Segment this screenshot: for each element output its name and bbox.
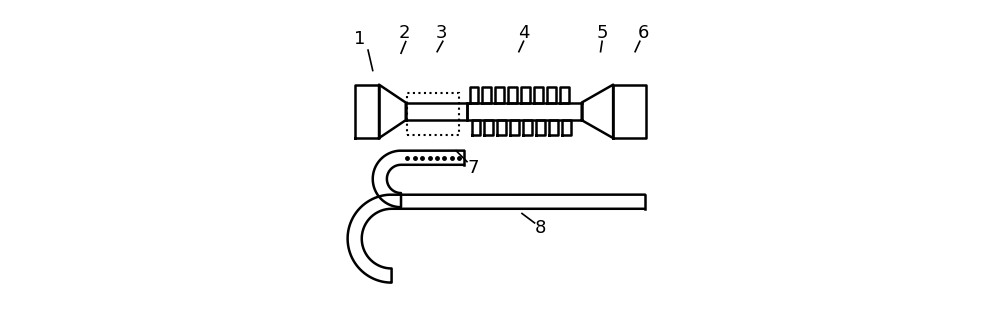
Polygon shape [510,120,519,135]
Polygon shape [508,87,517,103]
Polygon shape [560,87,569,103]
Polygon shape [379,85,406,138]
Polygon shape [484,120,493,135]
Polygon shape [467,103,582,120]
Polygon shape [562,120,571,135]
Text: 4: 4 [518,24,529,42]
Polygon shape [536,120,545,135]
Polygon shape [373,151,464,207]
Polygon shape [523,120,532,135]
Polygon shape [495,87,504,103]
Text: 6: 6 [637,24,649,42]
Text: 1: 1 [354,30,366,48]
Polygon shape [613,85,646,138]
Text: 7: 7 [468,159,479,177]
Polygon shape [470,87,478,103]
Polygon shape [582,85,613,138]
Polygon shape [549,120,558,135]
Text: 3: 3 [436,24,448,42]
Polygon shape [547,87,556,103]
Polygon shape [472,120,480,135]
Polygon shape [406,103,467,120]
Text: 8: 8 [535,219,547,236]
Polygon shape [534,87,543,103]
Text: 5: 5 [596,24,608,42]
Polygon shape [348,195,645,283]
Text: 2: 2 [398,24,410,42]
Polygon shape [497,120,506,135]
Polygon shape [355,85,379,138]
Polygon shape [482,87,491,103]
Bar [407,93,459,135]
Polygon shape [521,87,530,103]
